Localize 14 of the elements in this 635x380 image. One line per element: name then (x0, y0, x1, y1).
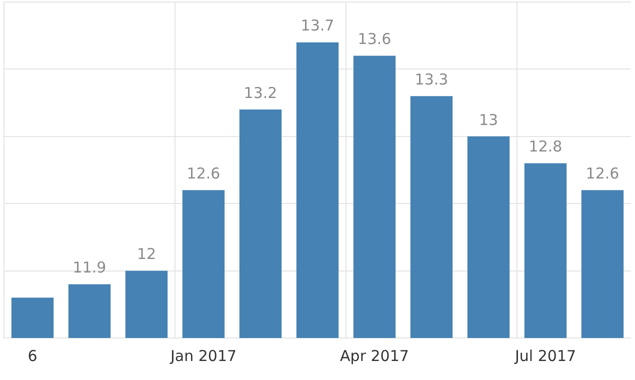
x-tick-label: Apr 2017 (340, 346, 409, 365)
data-label: 13.2 (244, 84, 278, 102)
data-label: 13 (478, 110, 498, 129)
data-label: 12.6 (586, 164, 620, 183)
data-label: 13.6 (358, 30, 392, 48)
data-label: 13.3 (414, 70, 448, 88)
data-label: 12.6 (186, 164, 220, 183)
x-tick-label: Jan 2017 (169, 346, 237, 365)
data-label: 12 (136, 245, 156, 264)
data-label: 11.9 (72, 258, 106, 277)
x-tick-label: Jul 2017 (514, 346, 576, 365)
data-label: 12.8 (528, 138, 562, 156)
x-tick-label: 6 (28, 346, 38, 365)
data-label: 13.7 (300, 16, 334, 35)
